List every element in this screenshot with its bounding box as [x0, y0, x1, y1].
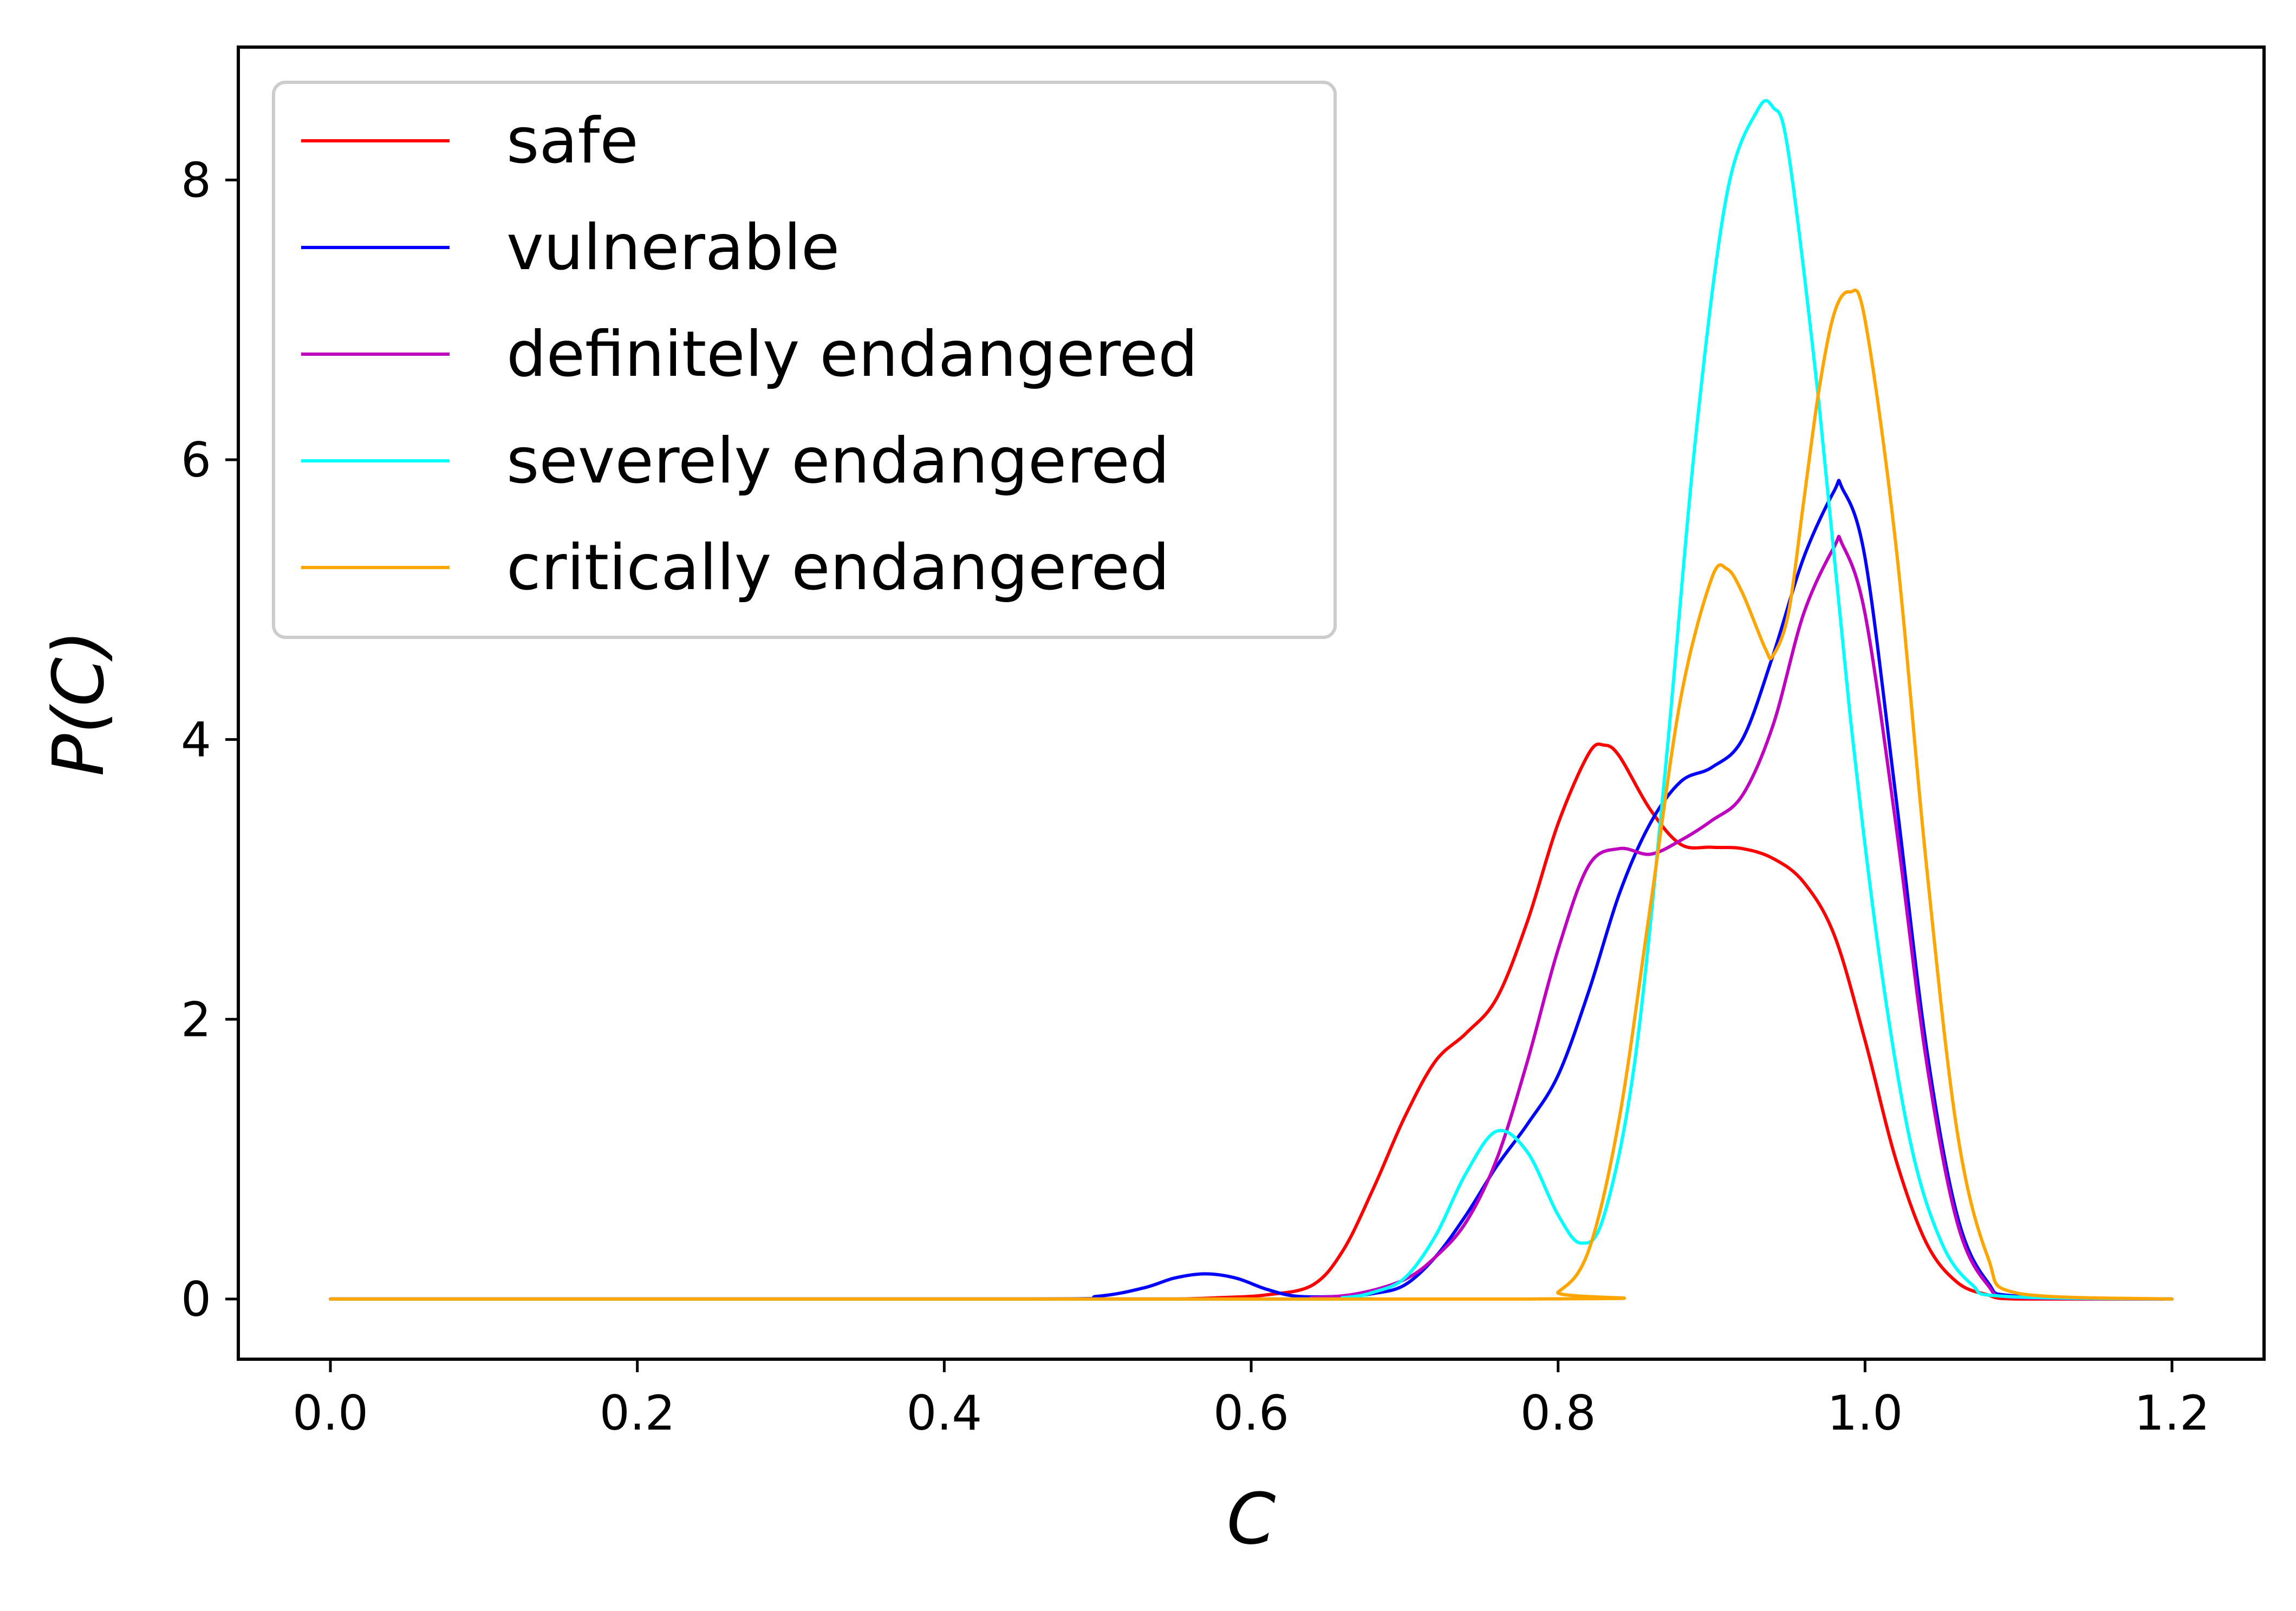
y-tick-label: 2	[181, 992, 211, 1047]
y-tick-label: 4	[181, 712, 211, 768]
series-layer	[329, 99, 2174, 1301]
x-axis-ticks: 0.0 0.2 0.4 0.6 0.8 1.0 1.2	[292, 1359, 2210, 1441]
legend: safe vulnerable definitely endangered sever…	[272, 81, 1337, 639]
legend-label: definitely endangered	[506, 318, 1198, 391]
x-axis-label: C	[1227, 1478, 1276, 1560]
x-tick-label: 0.0	[292, 1385, 368, 1441]
legend-label: vulnerable	[506, 211, 840, 284]
legend-box	[272, 81, 1337, 639]
legend-label: severely endangered	[506, 425, 1169, 498]
y-axis-label-group: P(C)	[37, 630, 120, 777]
legend-label: critically endangered	[506, 531, 1170, 604]
x-tick-label: 1.0	[1827, 1385, 1903, 1441]
y-tick-label: 6	[181, 432, 211, 488]
series-line-severely-endangered	[329, 99, 2174, 1301]
legend-label: safe	[506, 105, 639, 178]
x-tick-label: 0.4	[906, 1385, 982, 1441]
series-line-critically-endangered	[329, 288, 2174, 1301]
y-tick-label: 8	[181, 152, 211, 208]
x-tick-label: 1.2	[2134, 1385, 2210, 1441]
series-line-definitely-endangered	[329, 534, 2174, 1301]
y-axis-label: P(C)	[37, 630, 120, 777]
x-tick-label: 0.6	[1213, 1385, 1289, 1441]
x-tick-label: 0.8	[1520, 1385, 1596, 1441]
y-axis-ticks: 0 2 4 6 8	[181, 152, 238, 1327]
series-line-vulnerable	[329, 479, 2174, 1301]
x-tick-label: 0.2	[600, 1385, 675, 1441]
y-tick-label: 0	[181, 1271, 211, 1327]
